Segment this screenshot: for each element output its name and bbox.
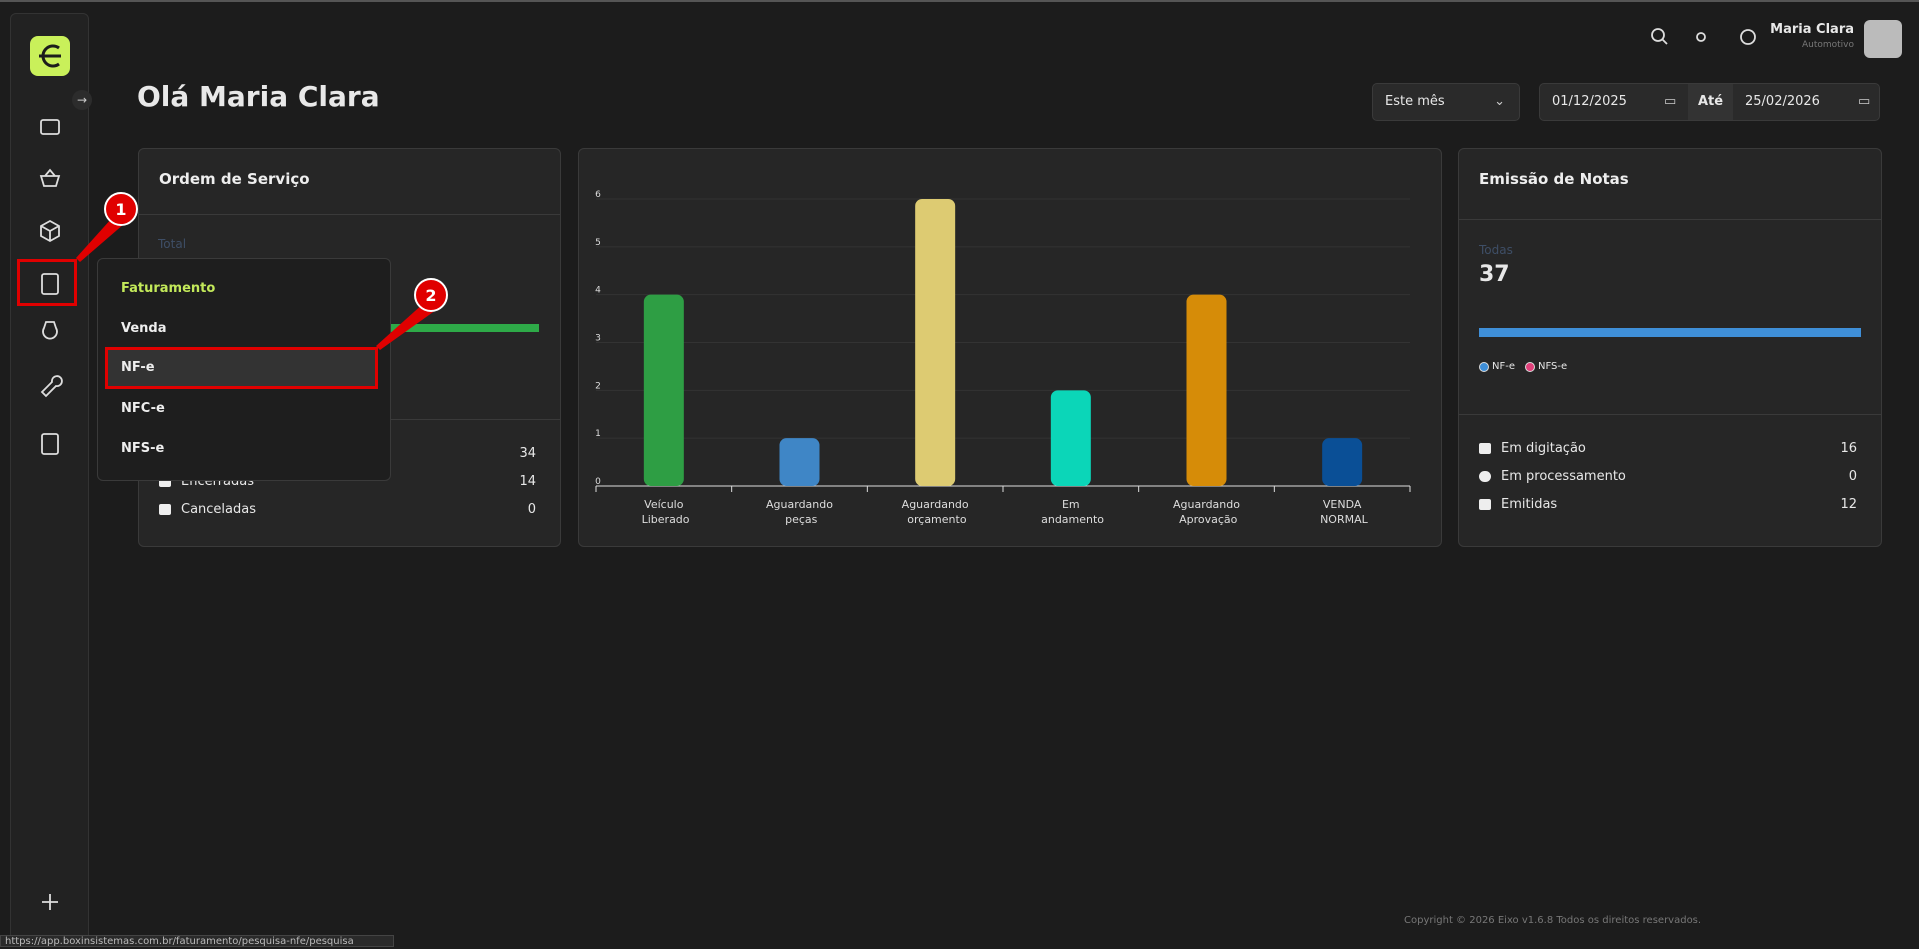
finance-icon[interactable]: [42, 321, 58, 340]
row-value: 0: [527, 502, 536, 517]
y-tick-label: 3: [595, 334, 601, 344]
y-tick-label: 5: [595, 238, 601, 248]
date-to-label: Até: [1688, 84, 1733, 120]
marker-label: 2: [425, 286, 436, 305]
legend-label: NF-e: [1492, 361, 1515, 372]
status-row: 34: [159, 446, 536, 461]
avatar[interactable]: [1864, 20, 1902, 58]
status-url: https://app.boxinsistemas.com.br/faturam…: [0, 935, 394, 947]
status-row: Canceladas 0: [159, 502, 536, 517]
bar: [1186, 294, 1227, 486]
user-company: Automotivo: [1801, 40, 1854, 50]
clients-icon[interactable]: [40, 119, 60, 135]
pointer: [376, 303, 436, 350]
card-title: Ordem de Serviço: [159, 170, 310, 188]
marker: [104, 192, 138, 226]
period: Este mês: [1385, 94, 1445, 109]
date-to[interactable]: 25/02/2026: [1745, 94, 1820, 109]
card-title: Emissão de Notas: [1479, 170, 1629, 188]
bar: [1322, 438, 1363, 486]
menu-title: Faturamento: [121, 281, 216, 296]
legend-dot: [1479, 361, 1489, 372]
billing-menu: Faturamento Venda NF-e NFC-e NFS-e: [97, 258, 391, 481]
invoice-row: Em processamento 0: [1479, 469, 1857, 484]
sidebar: [10, 13, 89, 946]
row-value: 14: [519, 474, 536, 489]
invoice-bar: [1479, 328, 1861, 337]
chart: 0 1 2 3 4 5 6 Veículo Liberado Aguardando peças A…: [595, 190, 1411, 526]
marker: [414, 278, 448, 312]
period-select[interactable]: Este mês ⌄: [1372, 83, 1520, 121]
bar: [1050, 390, 1091, 486]
menu-item[interactable]: NF-e: [121, 360, 155, 375]
greeting: Olá Maria Clara: [137, 80, 380, 113]
y-tick-label: 0: [595, 477, 601, 487]
row-value: 34: [519, 446, 536, 461]
legend-label: NFS-e: [1538, 361, 1568, 372]
legend-item[interactable]: NFS-e: [1525, 361, 1567, 372]
x-tick-label: Veículo Liberado: [638, 498, 690, 526]
x-tick-label: Aguardando Aprovação: [1173, 498, 1240, 526]
highlight-box: [105, 347, 378, 389]
chart-card: 0 1 2 3 4 5 6 Veículo Liberado Aguardando peças A…: [578, 148, 1442, 547]
y-tick-label: 1: [595, 429, 601, 439]
search-icon[interactable]: [1651, 28, 1665, 42]
bar: [643, 294, 684, 486]
menu-item[interactable]: NFC-e: [121, 401, 165, 416]
bar: [779, 438, 820, 486]
user-info: Maria Clara Automotivo: [1770, 22, 1854, 50]
invoice-row: Em digitação 16: [1479, 441, 1857, 456]
total-label: Todas: [1479, 243, 1513, 257]
theme-icon[interactable]: [1696, 32, 1706, 42]
header-icons: [1651, 28, 1756, 45]
footer: Copyright © 2026 Eixo v1.6.8 Todos os di…: [1404, 915, 1702, 926]
y-tick-label: 6: [595, 190, 601, 200]
menu-item[interactable]: Venda: [121, 321, 167, 336]
highlight-box: [17, 259, 77, 306]
top-border: [0, 0, 1919, 2]
legend: NF-e NFS-e: [1479, 361, 1567, 372]
row-value: 12: [1840, 497, 1857, 512]
y-tick-label: 4: [595, 286, 601, 296]
row-value: 16: [1840, 441, 1857, 456]
sidebar-icons: [30, 36, 70, 910]
x-tick-label: Aguardando orçamento: [902, 498, 969, 526]
user-name: Maria Clara: [1770, 22, 1854, 37]
legend-item[interactable]: NF-e: [1479, 361, 1515, 372]
marker-label: 1: [115, 200, 126, 219]
x-tick-label: VENDA NORMAL: [1317, 498, 1369, 526]
help-icon[interactable]: [1740, 29, 1756, 45]
bar: [915, 199, 956, 486]
service-icon[interactable]: [40, 375, 63, 398]
menu-item[interactable]: NFS-e: [121, 441, 165, 456]
row-label: Canceladas: [181, 502, 256, 517]
legend-dot: [1525, 361, 1535, 372]
sales-icon[interactable]: [39, 168, 61, 187]
row-value: 0: [1848, 469, 1857, 484]
x-tick-label: Em andamento: [1038, 498, 1105, 526]
annotation-layer: 1 2: [76, 192, 448, 350]
date-from[interactable]: 01/12/2025: [1552, 94, 1627, 109]
x-tick-label: Aguardando peças: [766, 498, 833, 526]
date-range: 01/12/2025 ▭ Até 25/02/2026 ▭: [1539, 83, 1880, 121]
expand-button[interactable]: →: [72, 90, 92, 110]
add-icon[interactable]: [42, 894, 58, 910]
invoices-card: Emissão de Notas Todas 37 NF-e NFS-e Em d…: [1458, 148, 1882, 547]
y-tick-label: 2: [595, 381, 601, 391]
total-label: Total: [158, 237, 187, 251]
products-icon[interactable]: [40, 219, 60, 243]
billing-icon[interactable]: [41, 273, 59, 295]
row-label: Emitidas: [1501, 497, 1558, 512]
row-label: Em processamento: [1501, 469, 1626, 484]
reports-icon[interactable]: [41, 433, 59, 455]
total-value: 37: [1479, 262, 1510, 287]
invoice-row: Emitidas 12: [1479, 497, 1857, 512]
row-label: Em digitação: [1501, 441, 1586, 456]
pointer: [76, 218, 124, 262]
